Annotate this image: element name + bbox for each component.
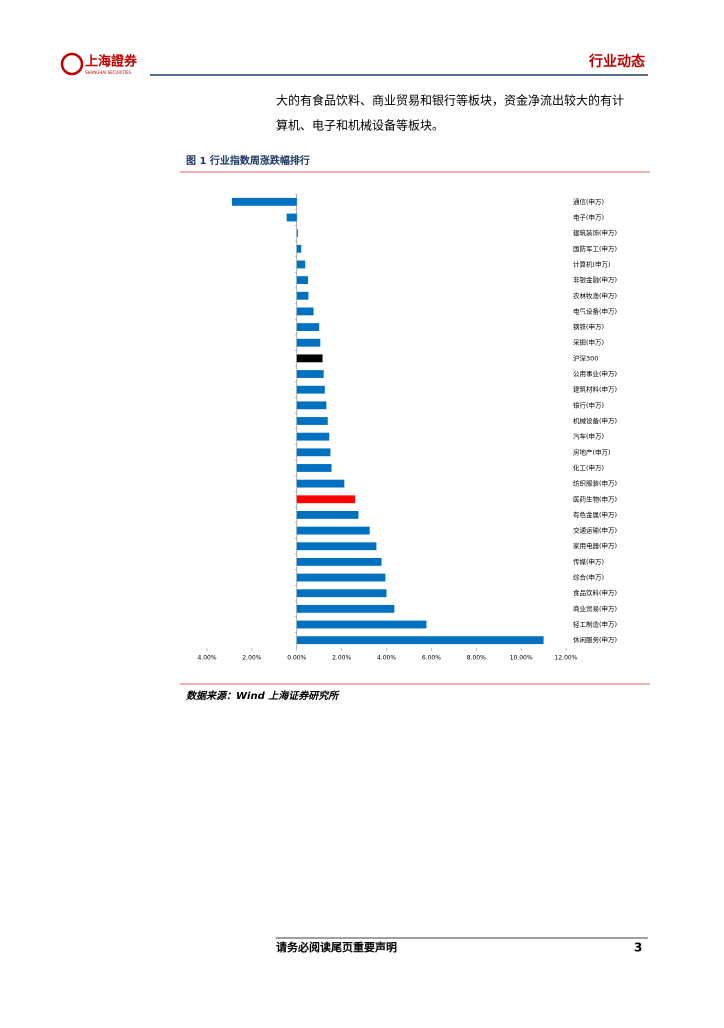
bar: [296, 526, 370, 535]
bar: [296, 620, 427, 629]
category-label: 采掘(申万): [573, 338, 604, 347]
category-label: 传媒(申万): [573, 557, 604, 566]
category-label: 建筑材料(申万): [573, 385, 617, 394]
category-label: 轻工制造(申万): [573, 620, 617, 629]
page-number: 3: [634, 941, 642, 955]
footer-notice: 请务必阅读尾页重要声明: [276, 940, 397, 954]
x-tick-label: 2.00%: [242, 655, 261, 662]
bar: [296, 260, 306, 269]
logo-subtext: SHANGHAI SECURITIES: [85, 70, 131, 75]
category-label: 医药生物(申万): [573, 494, 617, 503]
category-label: 休闲服务(申万): [573, 635, 617, 644]
source-text: 数据来源：Wind 上海证券研究所: [186, 690, 340, 702]
x-tick-label: 12.00%: [555, 655, 578, 662]
bar: [296, 276, 308, 285]
bar: [296, 307, 314, 316]
logo: 上海證券 SHANGHAI SECURITIES: [60, 52, 138, 76]
category-label: 食品饮料(申万): [573, 588, 617, 597]
bar: [296, 417, 328, 425]
category-label: 电子(申万): [573, 212, 604, 221]
x-tick-label: 2.00%: [332, 655, 351, 662]
x-tick-label: 10.00%: [510, 655, 533, 662]
category-label: 电气设备(申万): [573, 306, 617, 315]
bar: [296, 338, 321, 347]
category-label: 通信(申万): [573, 197, 604, 206]
category-label: 非银金融(申万): [573, 275, 617, 284]
bar: [296, 291, 309, 300]
category-label: 化工(申万): [573, 463, 604, 472]
bar: [296, 573, 386, 582]
body-line: 大的有食品饮料、商业贸易和银行等板块，资金净流出较大的有计: [276, 93, 624, 108]
bar: [296, 589, 387, 598]
category-label: 公用事业(申万): [573, 369, 617, 378]
x-tick-label: 4.00%: [197, 655, 216, 662]
bar: [296, 479, 345, 488]
logo-text: 上海證券: [85, 54, 138, 70]
bar: [296, 542, 377, 551]
bar: [231, 197, 297, 206]
chart: 4.00% 2.00% 0.00% 2.00% 4.00% 6.00% 8.00% 10.00…: [197, 193, 617, 662]
category-label: 钢铁(申万): [573, 322, 604, 331]
x-tick-label: 8.00%: [467, 655, 486, 662]
bar: [296, 354, 323, 363]
category-label: 农林牧渔(申万): [573, 291, 617, 300]
category-label: 商业贸易(申万): [573, 604, 617, 613]
x-tick-label: 6.00%: [422, 655, 441, 662]
category-label: 房地产(申万): [573, 447, 611, 456]
bar: [296, 323, 320, 331]
category-label: 机械设备(申万): [573, 416, 617, 425]
category-label: 有色金属(申万): [573, 510, 617, 519]
category-label: 交通运输(申万): [573, 526, 617, 535]
category-label: 计算机(申万): [573, 259, 611, 268]
category-label: 沪深300: [573, 353, 598, 362]
category-label: 综合(申万): [573, 573, 604, 582]
bar: [296, 229, 298, 238]
body-line: 算机、电子和机械设备等板块。: [276, 118, 444, 133]
bar: [296, 464, 332, 472]
section-title: 行业动态: [588, 53, 645, 70]
bar: [296, 495, 356, 504]
bar: [296, 604, 395, 613]
bar: [296, 370, 324, 378]
bar: [296, 557, 382, 566]
bar: [296, 244, 302, 253]
x-tick-label: 4.00%: [377, 655, 396, 662]
bar: [296, 385, 325, 394]
bar: [296, 636, 544, 645]
category-label: 家用电器(申万): [573, 541, 617, 550]
bar: [286, 213, 297, 222]
category-label: 汽车(申万): [573, 432, 604, 441]
bar: [296, 401, 327, 410]
x-tick-label: 0.00%: [287, 655, 306, 662]
category-label: 国防军工(申万): [573, 244, 617, 253]
logo-icon: [60, 52, 84, 76]
category-label: 建筑装饰(申万): [573, 228, 617, 237]
figure-caption: 图 1 行业指数周涨跌幅排行: [186, 154, 310, 167]
category-label: 纺织服装(申万): [573, 479, 617, 488]
bar: [296, 448, 331, 457]
bar: [296, 432, 330, 441]
bar: [296, 511, 359, 519]
category-label: 银行(申万): [573, 400, 604, 409]
